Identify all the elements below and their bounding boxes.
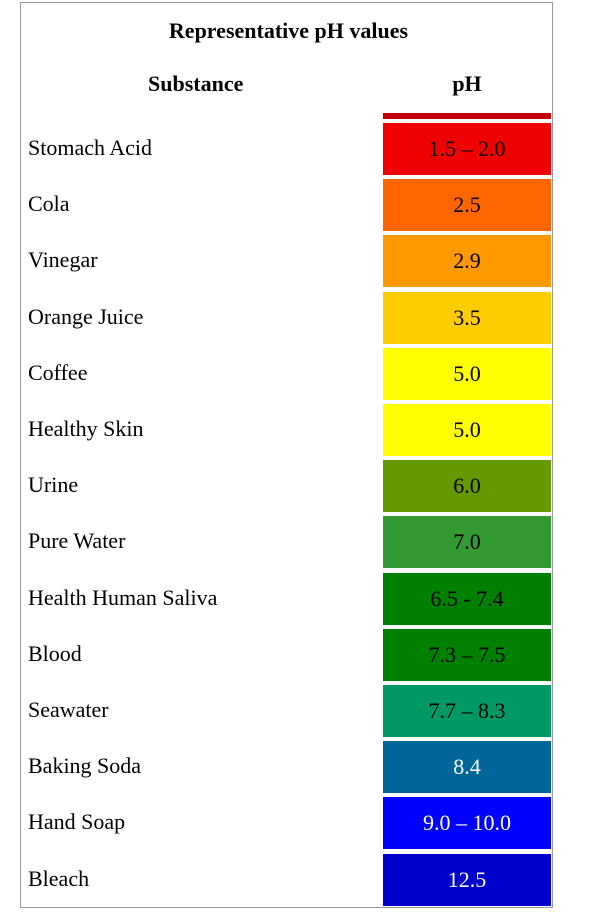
substance-label: Bleach (28, 865, 90, 891)
ph-value-cell: 2.5 (383, 179, 551, 232)
substance-label: Healthy Skin (28, 416, 144, 441)
ph-value-cell: 6.5 - 7.4 (383, 572, 551, 625)
substance-label: Stomach Acid (28, 135, 153, 160)
ph-header: pH (452, 71, 482, 96)
ph-value-cell: 2.9 (383, 235, 551, 288)
ph-value-cell: 7.7 – 8.3 (383, 685, 551, 737)
table-title: Representative pH values (168, 18, 409, 43)
substance-label: Seawater (28, 697, 109, 722)
ph-value-cell: 1.5 – 2.0 (383, 123, 551, 175)
substance-label: Pure Water (28, 528, 126, 554)
substance-label: Vinegar (28, 247, 98, 273)
substance-label: Cola (28, 191, 70, 217)
substance-label: Orange Juice (28, 303, 144, 329)
ph-value-cell: 5.0 (383, 347, 551, 400)
substance-label: Hand Soap (28, 809, 126, 835)
ph-value-cell: 7.3 – 7.5 (383, 628, 551, 681)
substance-label: Coffee (28, 359, 88, 385)
ph-value-cell: 9.0 – 10.0 (383, 797, 551, 850)
ph-value-cell: 8.4 (383, 741, 551, 794)
substance-label: Blood (28, 640, 82, 666)
ph-value-cell: 7.0 (383, 516, 551, 569)
table-frame (20, 2, 553, 908)
substance-label: Health Human Saliva (28, 584, 218, 610)
ph-value-cell: 3.5 (383, 291, 551, 344)
ph-value-cell: 5.0 (383, 404, 551, 456)
ph-scale-top-bar (383, 113, 551, 119)
substance-label: Baking Soda (28, 753, 142, 779)
ph-value-cell: 6.0 (383, 460, 551, 513)
substance-label: Urine (28, 472, 79, 498)
substance-header: Substance (148, 71, 244, 96)
ph-value-cell: 12.5 (383, 853, 551, 906)
